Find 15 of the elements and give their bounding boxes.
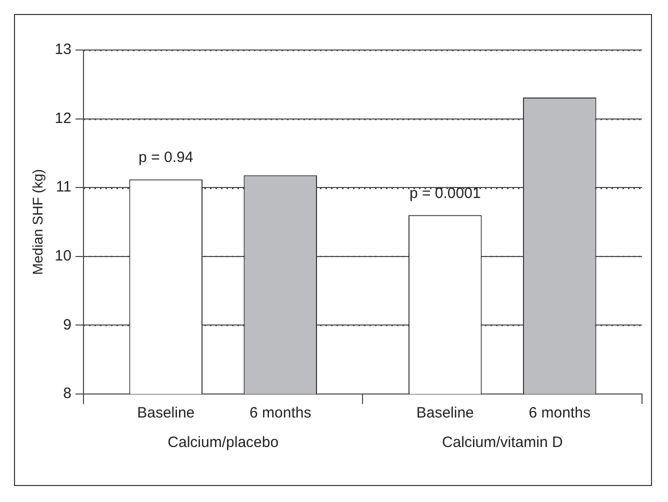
annotation: p = 0.94 [138,148,194,166]
y-tick-label: 10 [54,248,72,265]
y-tick-label: 13 [54,41,72,58]
y-tick-label: 8 [63,385,72,402]
series-label: Baseline [137,404,195,422]
text: Baseline [416,404,474,422]
x-tick-label: Calcium/placebo [168,434,279,452]
x-tick-label: Calcium/vitamin D [442,434,563,452]
y-tick-label: 9 [63,316,72,334]
y-tick-label: 11 [56,178,72,196]
y-tick-label: 12 [54,110,72,127]
annotation: p = 0.0001 [409,184,481,202]
text: 6 months [250,404,312,422]
y-axis-title: Median SHF (kg) [29,169,46,275]
series-label: 6 months [528,404,590,422]
